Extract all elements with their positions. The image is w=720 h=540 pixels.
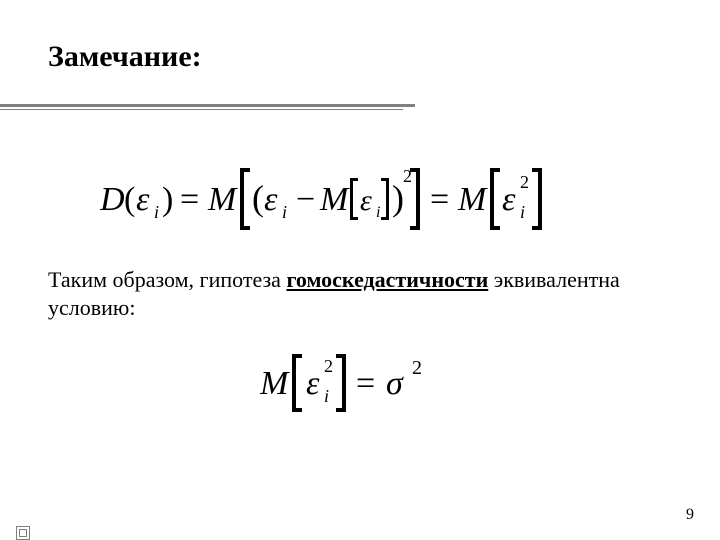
svg-text:ε: ε bbox=[264, 181, 278, 218]
svg-text:): ) bbox=[162, 181, 173, 218]
svg-text:σ: σ bbox=[386, 365, 404, 402]
para-pre: Таким образом, гипотеза bbox=[48, 267, 286, 292]
svg-text:M: M bbox=[207, 181, 238, 218]
svg-text:i: i bbox=[324, 386, 329, 406]
corner-ornament-icon bbox=[16, 526, 30, 540]
svg-text:M: M bbox=[260, 365, 290, 402]
svg-text:i: i bbox=[376, 204, 380, 221]
svg-text:i: i bbox=[154, 202, 159, 222]
para-keyword: гомоскедастичности bbox=[286, 267, 488, 292]
svg-text:M: M bbox=[457, 181, 488, 218]
svg-text:2: 2 bbox=[412, 357, 422, 379]
formula-variance: D ( ε i ) = M ( ε i − M bbox=[100, 160, 620, 240]
title-underline bbox=[0, 104, 720, 110]
page-number: 9 bbox=[686, 506, 694, 524]
svg-text:=: = bbox=[356, 365, 375, 402]
svg-text:=: = bbox=[180, 181, 199, 218]
svg-text:ε: ε bbox=[136, 181, 150, 218]
slide: Замечание: D ( ε i ) = M ( ε i − bbox=[0, 0, 720, 540]
svg-text:D: D bbox=[100, 181, 125, 218]
svg-text:ε: ε bbox=[502, 181, 516, 218]
svg-text:−: − bbox=[296, 181, 315, 218]
svg-text:ε: ε bbox=[306, 365, 320, 402]
svg-text:2: 2 bbox=[324, 356, 333, 376]
svg-text:ε: ε bbox=[360, 184, 372, 217]
svg-text:(: ( bbox=[252, 178, 264, 218]
svg-text:=: = bbox=[430, 181, 449, 218]
body-paragraph: Таким образом, гипотеза гомоскедастичнос… bbox=[48, 266, 678, 322]
formula-condition: M ε i 2 = σ 2 bbox=[260, 348, 480, 418]
svg-text:(: ( bbox=[124, 181, 135, 218]
slide-title: Замечание: bbox=[48, 40, 202, 74]
svg-text:i: i bbox=[520, 202, 525, 222]
svg-text:i: i bbox=[282, 202, 287, 222]
svg-text:M: M bbox=[319, 181, 350, 218]
svg-text:2: 2 bbox=[520, 172, 529, 192]
